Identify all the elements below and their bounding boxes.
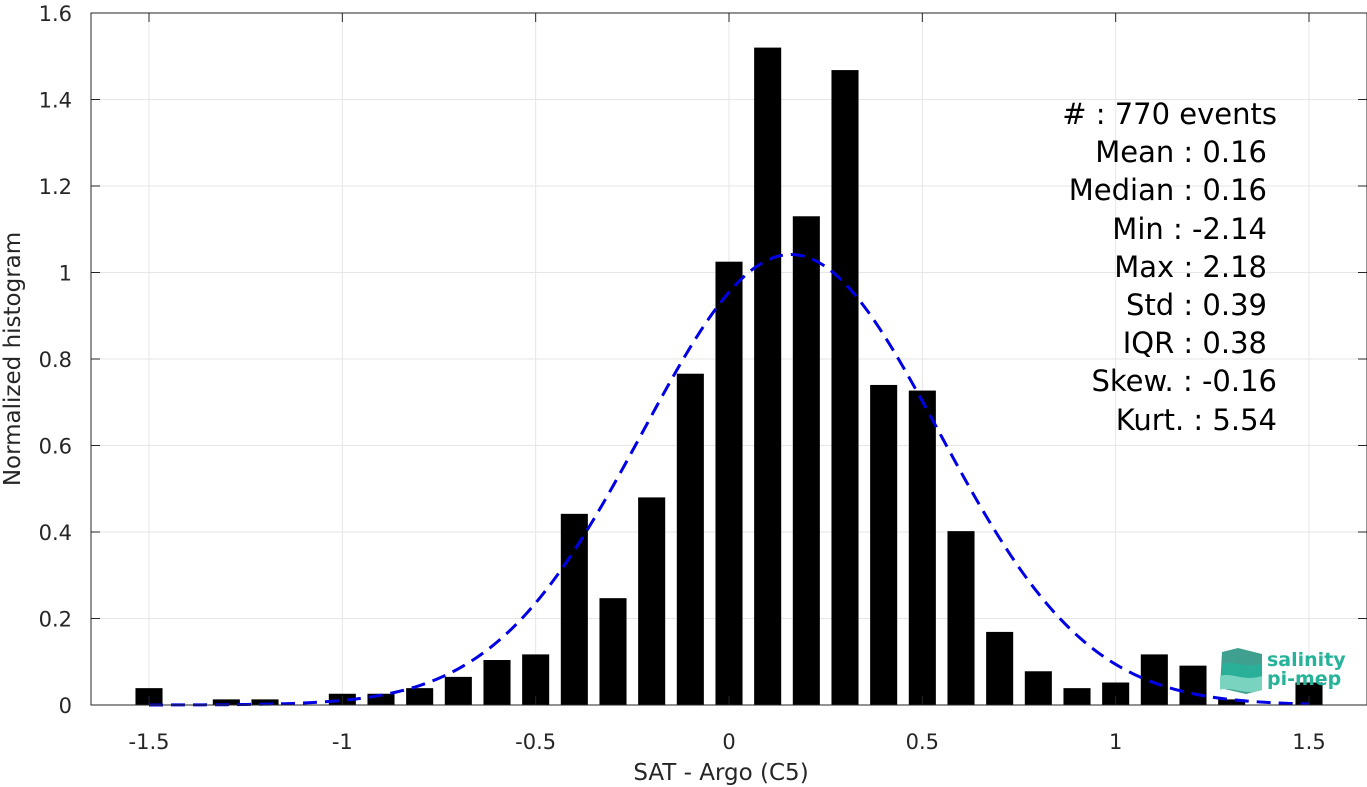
stats-mean: Mean : 0.16 bbox=[1095, 135, 1267, 169]
logo-line-salinity: salinity bbox=[1267, 649, 1346, 671]
histogram-bar bbox=[831, 70, 859, 706]
histogram-bar bbox=[212, 699, 240, 705]
histogram-bar bbox=[986, 631, 1014, 705]
y-tick-label: 1.6 bbox=[39, 2, 72, 26]
histogram-bar bbox=[1024, 671, 1052, 705]
y-tick-label: 0 bbox=[59, 694, 72, 718]
histogram-bar bbox=[599, 598, 627, 705]
stats-iqr: IQR : 0.38 bbox=[1123, 326, 1267, 360]
axis-ticks bbox=[91, 12, 1367, 706]
x-axis-label: SAT - Argo (C5) bbox=[633, 760, 808, 786]
histogram-bar bbox=[1102, 682, 1130, 705]
histogram-bar bbox=[483, 660, 511, 705]
y-tick-label: 1.4 bbox=[39, 89, 72, 113]
x-tick-labels: -1.5 -1 -0.5 0 0.5 1 1.5 bbox=[129, 730, 1326, 754]
x-tick-label: -1 bbox=[332, 730, 353, 754]
histogram-bar bbox=[251, 699, 279, 705]
stats-median: Median : 0.16 bbox=[1069, 173, 1267, 207]
histogram-bar bbox=[367, 693, 395, 705]
histogram-bar bbox=[1140, 654, 1168, 705]
x-tick-label: 0.5 bbox=[906, 730, 939, 754]
stats-std: Std : 0.39 bbox=[1126, 288, 1267, 322]
y-tick-label: 0.2 bbox=[39, 608, 72, 632]
histogram-bar bbox=[792, 216, 820, 705]
histogram-bar bbox=[1295, 682, 1323, 705]
y-tick-label: 0.4 bbox=[39, 521, 72, 545]
wave-logo-icon bbox=[1220, 648, 1262, 694]
x-tick-label: -1.5 bbox=[129, 730, 170, 754]
histogram-bar bbox=[754, 47, 782, 706]
stats-max: Max : 2.18 bbox=[1114, 250, 1267, 284]
y-tick-label: 1 bbox=[59, 262, 72, 286]
histogram-bar bbox=[715, 261, 743, 705]
y-tick-label: 0.6 bbox=[39, 435, 72, 459]
stats-kurtosis: Kurt. : 5.54 bbox=[1116, 403, 1277, 437]
histogram-bar bbox=[406, 688, 434, 705]
y-tick-label: 0.8 bbox=[39, 348, 72, 372]
y-tick-label: 1.2 bbox=[39, 175, 72, 199]
stats-min: Min : -2.14 bbox=[1112, 212, 1267, 246]
x-tick-label: 1 bbox=[1109, 730, 1122, 754]
histogram-bar bbox=[947, 531, 975, 705]
stats-count: # : 770 events bbox=[1062, 97, 1277, 131]
x-tick-label: 0 bbox=[722, 730, 735, 754]
stats-box: # : 770 events Mean : 0.16 Median : 0.16… bbox=[1062, 97, 1277, 437]
x-tick-label: 1.5 bbox=[1292, 730, 1325, 754]
y-axis-label: Normalized histogram bbox=[0, 232, 26, 486]
histogram-bar bbox=[1063, 688, 1091, 705]
histogram-bar bbox=[560, 513, 588, 705]
y-tick-labels: 0 0.2 0.4 0.6 0.8 1 1.2 1.4 1.6 bbox=[39, 2, 72, 718]
histogram-bar bbox=[444, 676, 472, 705]
histogram-bar bbox=[870, 384, 898, 705]
gaussian-fit-curve bbox=[149, 252, 1310, 707]
salinity-pi-mep-logo: salinity pi-mep bbox=[1220, 648, 1346, 694]
histogram-bar bbox=[908, 390, 936, 705]
histogram-bar bbox=[638, 497, 666, 705]
x-tick-label: -0.5 bbox=[515, 730, 556, 754]
stats-skewness: Skew. : -0.16 bbox=[1091, 364, 1277, 398]
histogram-bar bbox=[676, 373, 704, 705]
bars bbox=[135, 47, 1323, 706]
histogram-bar bbox=[1179, 665, 1207, 705]
histogram-bar bbox=[1218, 699, 1246, 705]
logo-line-pi-mep: pi-mep bbox=[1267, 668, 1341, 690]
